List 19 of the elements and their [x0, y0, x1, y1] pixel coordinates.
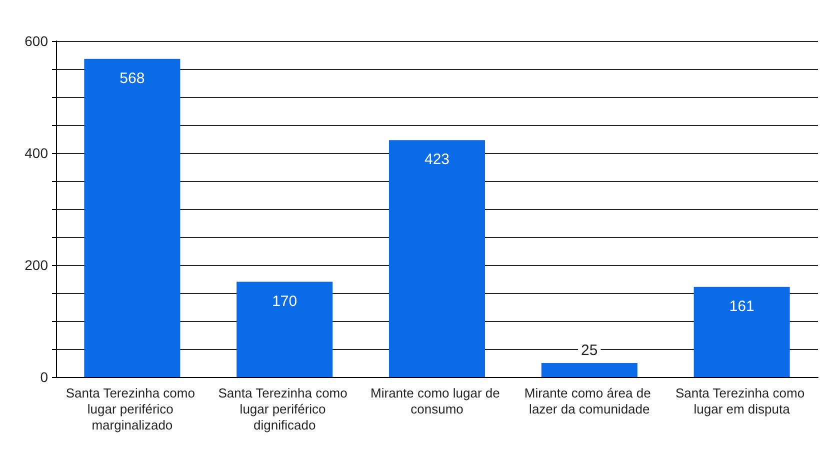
bar [236, 282, 333, 377]
data-label: 161 [729, 298, 754, 315]
y-tick-label: 600 [24, 33, 48, 49]
data-label: 423 [424, 151, 450, 168]
bar [541, 363, 638, 377]
bar [388, 140, 486, 377]
x-tick-label: Santa Terezinha como lugar em disputa [675, 386, 808, 416]
x-tick-label: Mirante como área de lazer da comunidade [524, 386, 654, 416]
y-tick-label: 400 [24, 145, 48, 161]
x-tick-label: Santa Terezinha como lugar periférico marginalizado [66, 386, 199, 432]
x-tick-label: Santa Terezinha como lugar periférico dignificado [218, 386, 351, 432]
data-label: 170 [272, 292, 298, 310]
x-tick-label: Mirante como lugar de consumo [370, 386, 504, 416]
data-label: 25 [581, 342, 598, 359]
y-tick-label: 200 [24, 257, 48, 273]
bar [694, 286, 790, 377]
bar [84, 58, 180, 377]
data-label: 568 [120, 70, 145, 87]
y-tick-label: 0 [40, 369, 48, 385]
